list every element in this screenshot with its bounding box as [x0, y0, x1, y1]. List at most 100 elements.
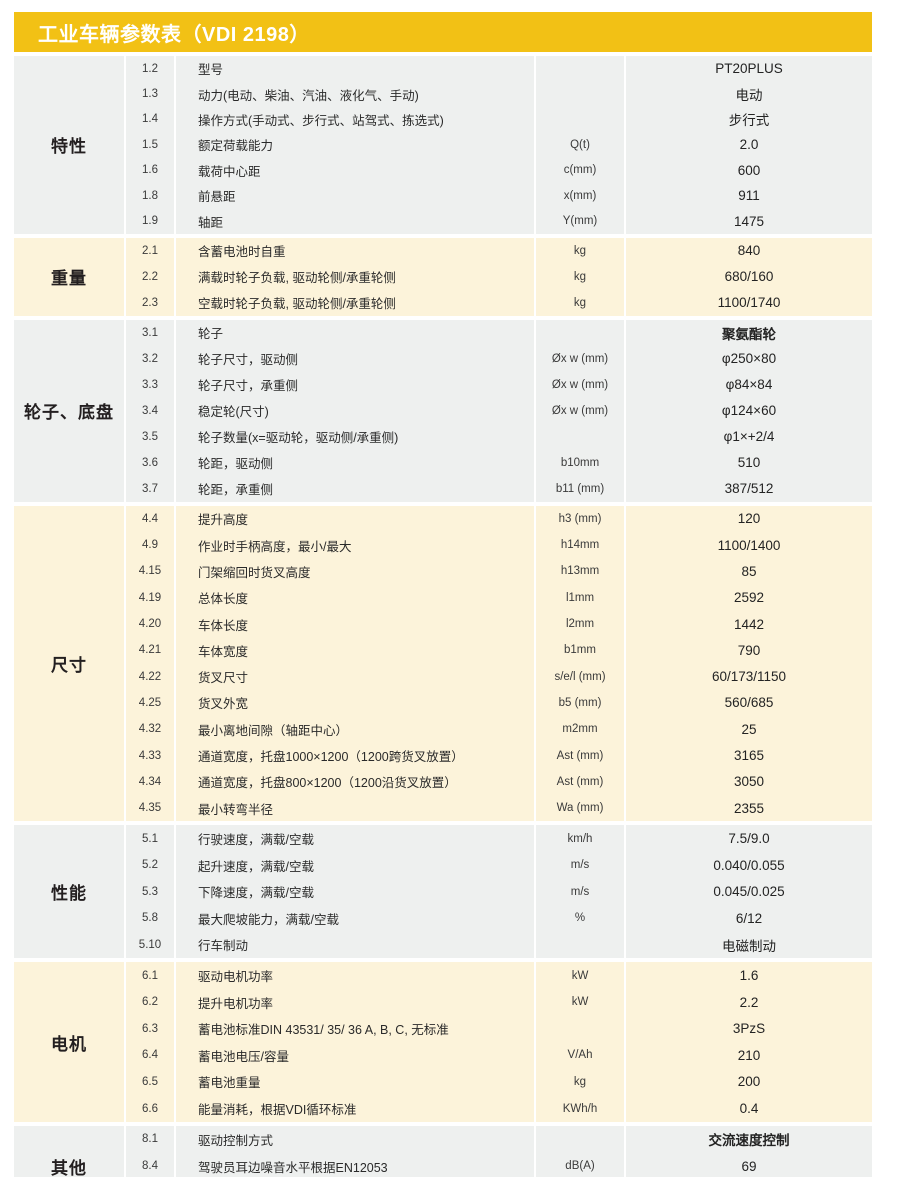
row-description-cell: 最大爬坡能力，满载/空载 [174, 905, 536, 932]
row-index-cell: 6.4 [124, 1042, 176, 1069]
table-row: 5.10 行车制动 电磁制动 [14, 931, 872, 959]
table-row: 4.33 通道宽度，托盘1000×1200（1200跨货叉放置） Ast (mm) 3… [14, 742, 872, 769]
divider-gap [14, 1121, 872, 1126]
page-title: 工业车辆参数表（VDI 2198） [38, 23, 310, 46]
row-index-cell: 4.25 [124, 689, 176, 717]
table-row: 4.32 最小离地间隙（轴距中心） m2mm 25 [14, 716, 872, 743]
table-row: 3.3 轮子尺寸，承重侧 Øx w (mm) φ84×84 [14, 371, 872, 398]
table-row: 重量 2.1 含蓄电池时自重 kg 840 [14, 237, 872, 316]
table-row: 6.5 蓄电池重量 kg 200 [14, 1068, 872, 1096]
row-unit-cell: l2mm [534, 610, 626, 638]
row-value-cell: 1100/1740 [624, 289, 872, 316]
row-description-cell: 操作方式(手动式、步行式、站驾式、拣选式) [174, 106, 536, 133]
row-index-cell: 6.6 [124, 1095, 176, 1122]
table-row: 4.34 通道宽度，托盘800×1200（1200沿货叉放置） Ast (mm) 30… [14, 768, 872, 795]
row-unit-cell: h3 (mm) [534, 505, 626, 533]
row-index-cell: 4.34 [124, 768, 176, 795]
row-description-cell: 门架缩回时货叉高度 [174, 558, 536, 585]
section-category-label: 重量 [14, 237, 126, 316]
row-description-cell: 额定荷载能力 [174, 132, 536, 158]
row-description-cell: 动力(电动、柴油、汽油、液化气、手动) [174, 81, 536, 107]
table-row: 4.21 车体宽度 b1mm 790 [14, 637, 872, 664]
table-row: 6.3 蓄电池标准DIN 43531/ 35/ 36 A, B, C, 无标准 3P… [14, 1015, 872, 1043]
row-index-cell: 4.15 [124, 558, 176, 585]
table-row: 1.8 前悬距 x(mm) 911 [14, 182, 872, 209]
table-section: 尺寸 4.4 提升高度 h3 (mm) 120 4.9 作业时手柄高度，最小/最大 h14mm… [14, 505, 872, 822]
row-description-cell: 轮子 [174, 319, 536, 346]
row-index-cell: 1.2 [124, 56, 176, 82]
row-unit-cell: % [534, 905, 626, 932]
row-description-cell: 满载时轮子负载, 驱动轮侧/承重轮侧 [174, 263, 536, 290]
row-value-cell: 1475 [624, 208, 872, 234]
table-row: 电机 6.1 驱动电机功率 kW 1.6 [14, 962, 872, 1122]
table-row: 1.9 轴距 Y(mm) 1475 [14, 208, 872, 234]
table-row: 4.25 货叉外宽 b5 (mm) 560/685 [14, 689, 872, 717]
row-index-cell: 4.20 [124, 610, 176, 638]
row-value-cell: φ1×+2/4 [624, 423, 872, 450]
row-index-cell: 4.21 [124, 637, 176, 664]
row-unit-cell [534, 1015, 626, 1043]
table-row: 6.2 提升电机功率 kW 2.2 [14, 988, 872, 1016]
row-description-cell: 提升电机功率 [174, 988, 536, 1016]
row-unit-cell: kg [534, 237, 626, 264]
row-description-cell: 驱动电机功率 [174, 962, 536, 989]
row-unit-cell: Wa (mm) [534, 795, 626, 822]
section-category-label: 电机 [14, 962, 126, 1122]
row-unit-cell: b1mm [534, 637, 626, 664]
row-unit-cell: dB(A) [534, 1152, 626, 1177]
table-row: 4.35 最小转弯半径 Wa (mm) 2355 [14, 795, 872, 822]
table-row: 其他 8.1 驱动控制方式 交流速度控制 [14, 1125, 872, 1177]
row-index-cell: 3.7 [124, 475, 176, 502]
row-value-cell: 7.5/9.0 [624, 825, 872, 852]
section-category-label: 性能 [14, 825, 126, 959]
row-value-cell: 交流速度控制 [624, 1125, 872, 1153]
row-description-cell: 轮子尺寸，驱动侧 [174, 345, 536, 372]
table-section: 电机 6.1 驱动电机功率 kW 1.6 6.2 提升电机功率 kW 2.2 6.3 蓄电池标准DI… [14, 962, 872, 1122]
divider-gap [14, 501, 872, 506]
table-row: 2.3 空载时轮子负载, 驱动轮侧/承重轮侧 kg 1100/1740 [14, 289, 872, 316]
row-description-cell: 轮距，驱动侧 [174, 449, 536, 476]
row-value-cell: PT20PLUS [624, 56, 872, 82]
row-value-cell: 步行式 [624, 106, 872, 133]
row-unit-cell: l1mm [534, 584, 626, 611]
row-index-cell: 4.4 [124, 505, 176, 533]
table-row: 5.8 最大爬坡能力，满载/空载% 6/12 [14, 905, 872, 932]
row-unit-cell: kg [534, 1068, 626, 1096]
row-index-cell: 4.35 [124, 795, 176, 822]
row-unit-cell [534, 106, 626, 133]
row-unit-cell: kg [534, 263, 626, 290]
row-index-cell: 6.5 [124, 1068, 176, 1096]
table-row: 性能 5.1 行驶速度，满载/空载 km/h 7.5/9.0 [14, 825, 872, 959]
row-index-cell: 3.6 [124, 449, 176, 476]
row-description-cell: 车体长度 [174, 610, 536, 638]
divider-gap [14, 233, 872, 238]
row-unit-cell: b11 (mm) [534, 475, 626, 502]
section-category-label: 轮子、底盘 [14, 319, 126, 502]
row-value-cell: 电磁制动 [624, 931, 872, 959]
row-index-cell: 4.9 [124, 532, 176, 559]
table-section: 其他 8.1 驱动控制方式 交流速度控制 8.4 驾驶员耳边噪音水平根据EN12053 dB… [14, 1125, 872, 1177]
row-description-cell: 蓄电池重量 [174, 1068, 536, 1096]
row-index-cell: 3.3 [124, 371, 176, 398]
row-description-cell: 轮距，承重侧 [174, 475, 536, 502]
row-value-cell: 60/173/1150 [624, 663, 872, 690]
row-unit-cell: b10mm [534, 449, 626, 476]
section-category-label: 其他 [14, 1125, 126, 1177]
row-value-cell: 1442 [624, 610, 872, 638]
row-description-cell: 轮子数量(x=驱动轮，驱动侧/承重侧) [174, 423, 536, 450]
row-value-cell: 2355 [624, 795, 872, 822]
row-value-cell: 680/160 [624, 263, 872, 290]
row-description-cell: 蓄电池电压/容量 [174, 1042, 536, 1069]
row-index-cell: 3.2 [124, 345, 176, 372]
row-description-cell: 通道宽度，托盘800×1200（1200沿货叉放置） [174, 768, 536, 795]
row-unit-cell [534, 931, 626, 959]
table-row: 尺寸 4.4 提升高度 h3 (mm) 120 [14, 505, 872, 822]
row-description-cell: 稳定轮(尺寸) [174, 397, 536, 424]
table-row: 2.2 满载时轮子负载, 驱动轮侧/承重轮侧 kg 680/160 [14, 263, 872, 290]
row-value-cell: 790 [624, 637, 872, 664]
row-unit-cell: h14mm [534, 532, 626, 559]
row-value-cell: 210 [624, 1042, 872, 1069]
table-row: 5.3 下降速度，满载/空载 m/s 0.045/0.025 [14, 878, 872, 906]
section-divider [14, 821, 872, 826]
